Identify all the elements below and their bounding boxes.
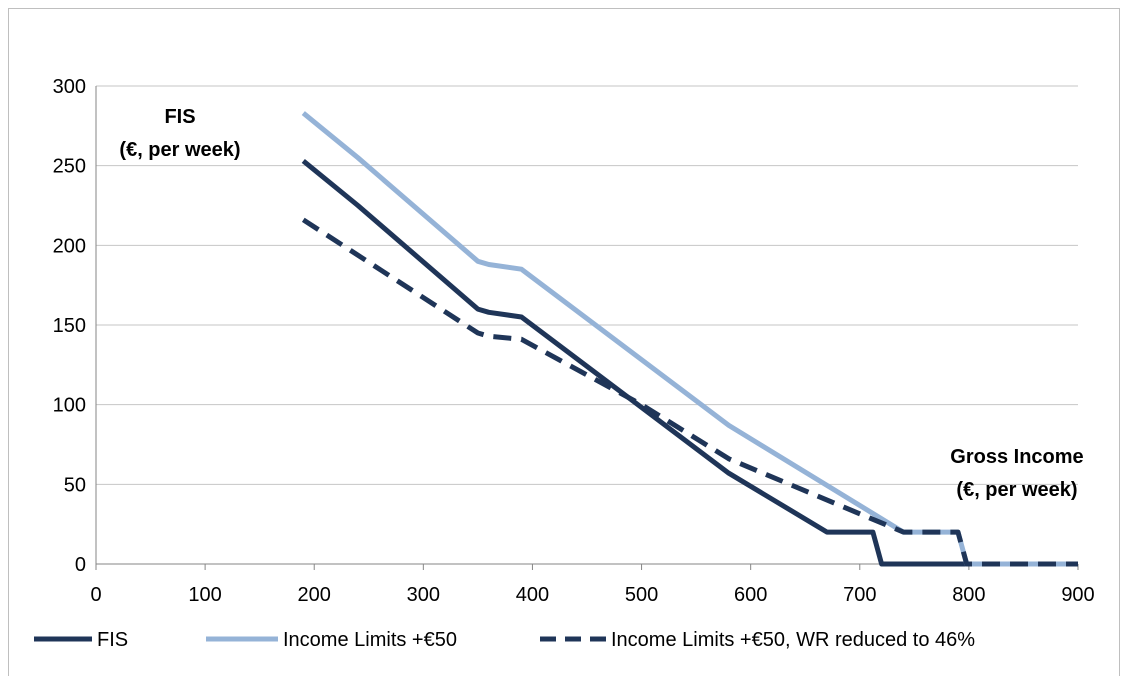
y-tick-label-150: 150 bbox=[53, 315, 86, 337]
grid-lines bbox=[96, 85, 1078, 485]
x-tick-label-600: 600 bbox=[734, 584, 767, 606]
x-tick-label-400: 400 bbox=[516, 584, 549, 606]
legend-label-wr-reduced: Income Limits +€50, WR reduced to 46% bbox=[611, 629, 975, 651]
x-tick-label-900: 900 bbox=[1061, 584, 1094, 606]
y-axis-annotation-line1: FIS bbox=[164, 106, 195, 128]
y-tick-label-300: 300 bbox=[53, 76, 86, 98]
x-axis-annotation-line1: Gross Income bbox=[950, 446, 1083, 468]
legend-label-income-limits: Income Limits +€50 bbox=[283, 629, 457, 651]
y-tick-label-100: 100 bbox=[53, 395, 86, 417]
y-tick-label-0: 0 bbox=[75, 554, 86, 576]
legend-label-fis: FIS bbox=[97, 629, 128, 651]
x-tick-label-200: 200 bbox=[298, 584, 331, 606]
x-tick-label-800: 800 bbox=[952, 584, 985, 606]
chart-frame bbox=[8, 8, 1120, 676]
series-line-2 bbox=[301, 111, 1078, 567]
x-tick-label-700: 700 bbox=[843, 584, 876, 606]
series-line-1 bbox=[301, 158, 1078, 567]
y-axis-annotation-line2: (€, per week) bbox=[119, 139, 240, 161]
series-line-3 bbox=[301, 217, 1078, 567]
x-tick-label-300: 300 bbox=[407, 584, 440, 606]
series-lines bbox=[301, 111, 1078, 567]
y-tick-label-250: 250 bbox=[53, 156, 86, 178]
x-tick-label-500: 500 bbox=[625, 584, 658, 606]
y-tick-label-200: 200 bbox=[53, 235, 86, 257]
x-tick-label-0: 0 bbox=[90, 584, 101, 606]
axes: 0 50 100 150 200 250 300 0 100 200 300 400 500 600 700… bbox=[53, 76, 1095, 606]
legend: FIS Income Limits +€50 Income Limits +€5… bbox=[34, 629, 975, 651]
y-tick-label-50: 50 bbox=[64, 474, 86, 496]
x-axis-annotation-line2: (€, per week) bbox=[956, 479, 1077, 501]
x-tick-label-100: 100 bbox=[188, 584, 221, 606]
